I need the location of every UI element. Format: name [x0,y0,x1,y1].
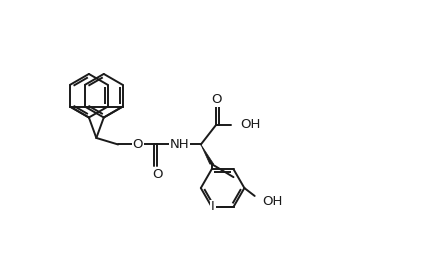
Text: I: I [211,200,215,213]
Text: OH: OH [263,195,283,209]
Text: OH: OH [240,118,261,131]
Text: O: O [133,138,143,151]
Text: O: O [152,168,163,181]
Text: O: O [211,93,221,106]
Text: NH: NH [169,138,189,151]
Polygon shape [201,144,214,164]
